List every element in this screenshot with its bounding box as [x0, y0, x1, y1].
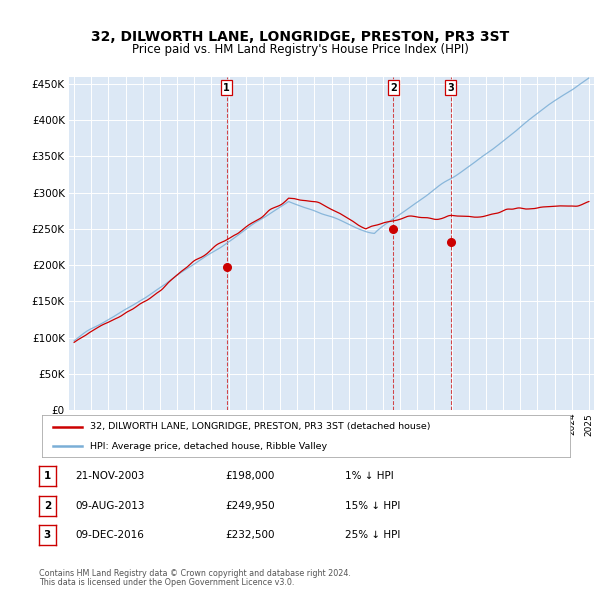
- Text: HPI: Average price, detached house, Ribble Valley: HPI: Average price, detached house, Ribb…: [89, 442, 326, 451]
- Text: 1: 1: [44, 471, 51, 481]
- Text: 09-AUG-2013: 09-AUG-2013: [75, 501, 145, 510]
- Text: £198,000: £198,000: [225, 471, 274, 481]
- Text: 21-NOV-2003: 21-NOV-2003: [75, 471, 145, 481]
- Text: 25% ↓ HPI: 25% ↓ HPI: [345, 530, 400, 540]
- Text: £232,500: £232,500: [225, 530, 275, 540]
- Text: 2: 2: [390, 83, 397, 93]
- Text: 1: 1: [223, 83, 230, 93]
- Text: 3: 3: [44, 530, 51, 540]
- Text: 1% ↓ HPI: 1% ↓ HPI: [345, 471, 394, 481]
- Text: Price paid vs. HM Land Registry's House Price Index (HPI): Price paid vs. HM Land Registry's House …: [131, 43, 469, 56]
- Text: 32, DILWORTH LANE, LONGRIDGE, PRESTON, PR3 3ST: 32, DILWORTH LANE, LONGRIDGE, PRESTON, P…: [91, 30, 509, 44]
- Text: Contains HM Land Registry data © Crown copyright and database right 2024.: Contains HM Land Registry data © Crown c…: [39, 569, 351, 578]
- Text: 15% ↓ HPI: 15% ↓ HPI: [345, 501, 400, 510]
- Text: 32, DILWORTH LANE, LONGRIDGE, PRESTON, PR3 3ST (detached house): 32, DILWORTH LANE, LONGRIDGE, PRESTON, P…: [89, 422, 430, 431]
- Text: 3: 3: [447, 83, 454, 93]
- Text: This data is licensed under the Open Government Licence v3.0.: This data is licensed under the Open Gov…: [39, 578, 295, 587]
- Text: 09-DEC-2016: 09-DEC-2016: [75, 530, 144, 540]
- Text: 2: 2: [44, 501, 51, 510]
- Text: £249,950: £249,950: [225, 501, 275, 510]
